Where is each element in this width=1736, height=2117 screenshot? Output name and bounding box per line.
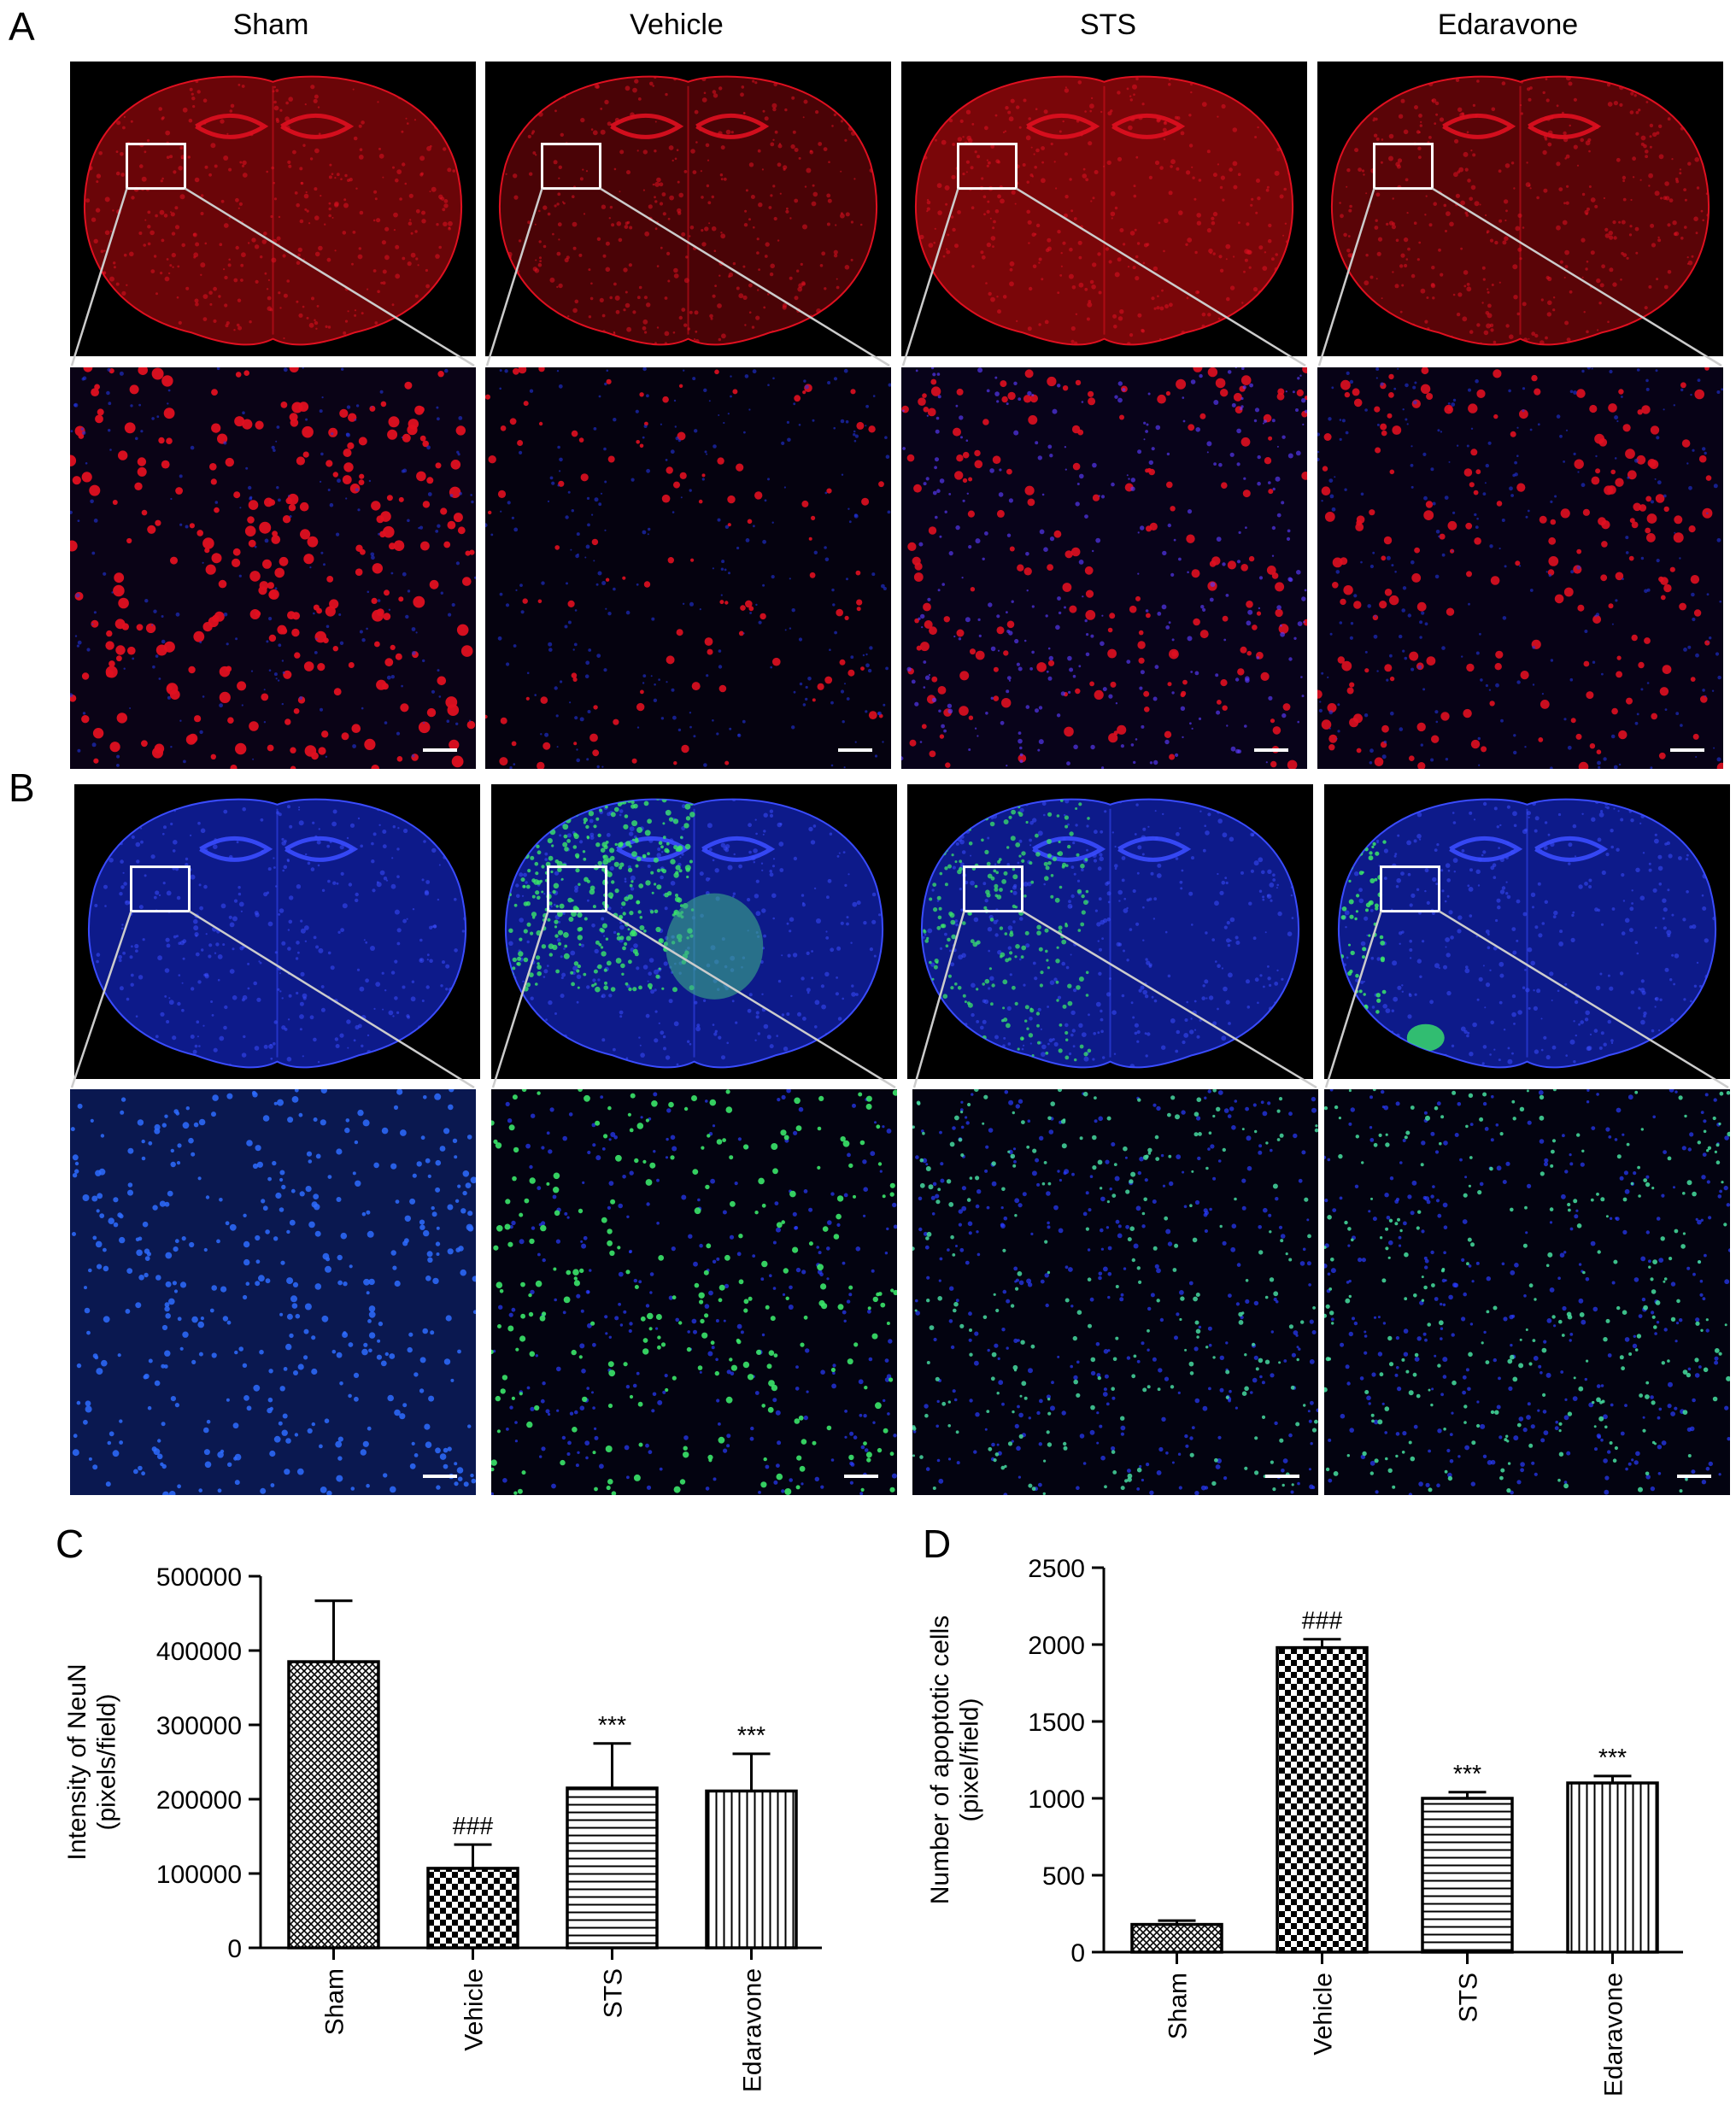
tunel-overview-sts <box>907 784 1313 1079</box>
zoom-connector-line <box>1431 187 1722 367</box>
significance-label: *** <box>598 1712 626 1739</box>
zoom-connector-line <box>1021 910 1317 1089</box>
neun-overview-edaravone <box>1317 62 1723 356</box>
x-category-label: STS <box>1455 1973 1483 2022</box>
y-tick-label: 1500 <box>1028 1709 1085 1737</box>
y-tick-label: 2000 <box>1028 1632 1085 1660</box>
x-category-label: Sham <box>1164 1973 1193 2039</box>
column-header-vehicle: Vehicle <box>630 9 724 41</box>
chart-d-apoptotic-cells: 0 500 1000 1500 2000 2500 Number of apoptotic … <box>926 1555 1683 2096</box>
bar-edaravone <box>705 1789 798 1950</box>
zoom-connector-line <box>1324 911 1382 1088</box>
y-tick-label: 500 <box>1042 1862 1085 1891</box>
significance-label: ### <box>1302 1608 1343 1635</box>
tunel-magnified-sts <box>912 1089 1318 1495</box>
y-tick-label: 2500 <box>1028 1555 1085 1583</box>
zoom-connector-line <box>1438 910 1729 1089</box>
tunel-overview-vehicle <box>491 784 897 1079</box>
zoom-box <box>1373 143 1434 191</box>
y-tick-label: 1000 <box>1028 1786 1085 1814</box>
bar-vehicle <box>1276 1645 1369 1954</box>
bar-sts <box>1421 1797 1514 1954</box>
tunel-magnified-edaravone <box>1324 1089 1730 1495</box>
significance-label: ### <box>453 1813 494 1840</box>
y-axis-label: Number of apoptotic cells(pixel/field) <box>926 1616 984 1905</box>
y-tick-label: 300000 <box>156 1712 242 1740</box>
x-category-label: Sham <box>321 1968 349 2035</box>
bar-sts <box>566 1786 659 1950</box>
neun-magnified-vehicle <box>485 367 891 769</box>
hippocampus-outline <box>199 836 359 862</box>
hippocampus-outline <box>1449 836 1609 862</box>
zoom-connector-line <box>188 910 475 1089</box>
zoom-connector-line <box>70 188 128 367</box>
zoom-box <box>541 143 601 191</box>
zoom-box <box>957 143 1018 191</box>
zoom-connector-line <box>1015 187 1306 367</box>
y-tick-label: 0 <box>227 1935 242 1963</box>
zoom-connector-line <box>599 187 890 367</box>
y-axis-label: Intensity of NeuN(pixels/field) <box>63 1663 121 1860</box>
bar-sham <box>1130 1922 1223 1954</box>
neun-overview-sts <box>901 62 1307 356</box>
zoom-box <box>963 865 1023 913</box>
column-header-edaravone: Edaravone <box>1437 9 1579 41</box>
panel-label-a: A <box>9 4 35 49</box>
panel-label-b: B <box>9 765 35 810</box>
panel-label-d: D <box>923 1522 952 1566</box>
zoom-box <box>130 865 191 913</box>
x-category-label: Edaravone <box>1600 1973 1628 2096</box>
neun-magnified-sts <box>901 367 1307 769</box>
neun-magnified-edaravone <box>1317 367 1723 769</box>
zoom-connector-line <box>184 187 475 367</box>
significance-label: *** <box>737 1722 765 1750</box>
y-tick-label: 400000 <box>156 1638 242 1666</box>
zoom-connector-line <box>901 188 959 367</box>
y-tick-label: 500000 <box>156 1563 242 1592</box>
zoom-box <box>1380 865 1440 913</box>
zoom-connector-line <box>485 188 543 367</box>
tunel-magnified-sham <box>70 1089 476 1495</box>
neun-overview-vehicle <box>485 62 891 356</box>
x-category-label: Vehicle <box>1310 1973 1338 2055</box>
zoom-connector-line <box>70 911 132 1088</box>
zoom-box <box>126 143 186 191</box>
chart-c-neun-intensity: 0 100000 200000 300000 400000 500000 Intensity… <box>63 1563 822 2092</box>
tunel-magnified-vehicle <box>491 1089 897 1495</box>
y-tick-label: 100000 <box>156 1861 242 1889</box>
hippocampus-outline <box>610 113 770 139</box>
neun-magnified-sham <box>70 367 476 769</box>
tunel-overview-sham <box>74 784 480 1079</box>
column-header-sts: STS <box>1079 9 1137 41</box>
y-tick-label: 200000 <box>156 1786 242 1815</box>
bar-vehicle <box>426 1867 519 1950</box>
significance-label: *** <box>1598 1745 1627 1772</box>
hippocampus-outline <box>195 113 355 139</box>
zoom-connector-line <box>1317 188 1375 367</box>
x-category-label: Vehicle <box>460 1968 489 2051</box>
zoom-connector-line <box>912 911 965 1088</box>
zoom-box <box>547 865 607 913</box>
x-category-label: STS <box>600 1968 628 2018</box>
column-header-sham: Sham <box>232 9 309 41</box>
bar-edaravone <box>1566 1781 1659 1954</box>
tunel-overview-edaravone <box>1324 784 1730 1079</box>
neun-overview-sham <box>70 62 476 356</box>
y-tick-label: 0 <box>1070 1939 1085 1967</box>
panel-label-c: C <box>56 1522 85 1566</box>
significance-label: *** <box>1453 1761 1481 1788</box>
x-category-label: Edaravone <box>739 1968 767 2092</box>
zoom-connector-line <box>491 911 549 1088</box>
bar-sham <box>287 1660 380 1950</box>
zoom-connector-line <box>605 910 896 1089</box>
